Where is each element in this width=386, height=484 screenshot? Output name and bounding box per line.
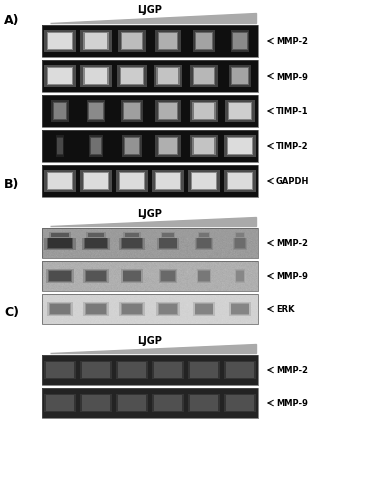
- Bar: [42, 388, 258, 418]
- Text: LJGP: LJGP: [137, 335, 163, 345]
- Text: TIMP-1: TIMP-1: [276, 107, 309, 116]
- Bar: [42, 355, 258, 385]
- Text: LJGP: LJGP: [137, 209, 163, 219]
- Bar: [42, 131, 258, 163]
- Text: B): B): [4, 178, 19, 191]
- Text: ERK: ERK: [276, 305, 295, 314]
- Bar: [42, 294, 258, 324]
- Bar: [42, 61, 258, 93]
- Text: MMP-9: MMP-9: [276, 72, 308, 81]
- Text: C): C): [4, 306, 19, 319]
- Text: MMP-9: MMP-9: [276, 399, 308, 408]
- Text: MMP-9: MMP-9: [276, 272, 308, 281]
- Bar: [42, 26, 258, 58]
- Polygon shape: [50, 217, 256, 227]
- Text: LJGP: LJGP: [137, 5, 163, 15]
- Text: MMP-2: MMP-2: [276, 37, 308, 46]
- Bar: [42, 96, 258, 128]
- Bar: [42, 261, 258, 291]
- Text: MMP-2: MMP-2: [276, 366, 308, 375]
- Polygon shape: [50, 344, 256, 353]
- Text: A): A): [4, 14, 20, 27]
- Bar: [42, 228, 258, 258]
- Text: GAPDH: GAPDH: [276, 177, 309, 186]
- Text: MMP-2: MMP-2: [276, 239, 308, 248]
- Text: TIMP-2: TIMP-2: [276, 142, 309, 151]
- Polygon shape: [50, 14, 256, 24]
- Bar: [42, 166, 258, 197]
